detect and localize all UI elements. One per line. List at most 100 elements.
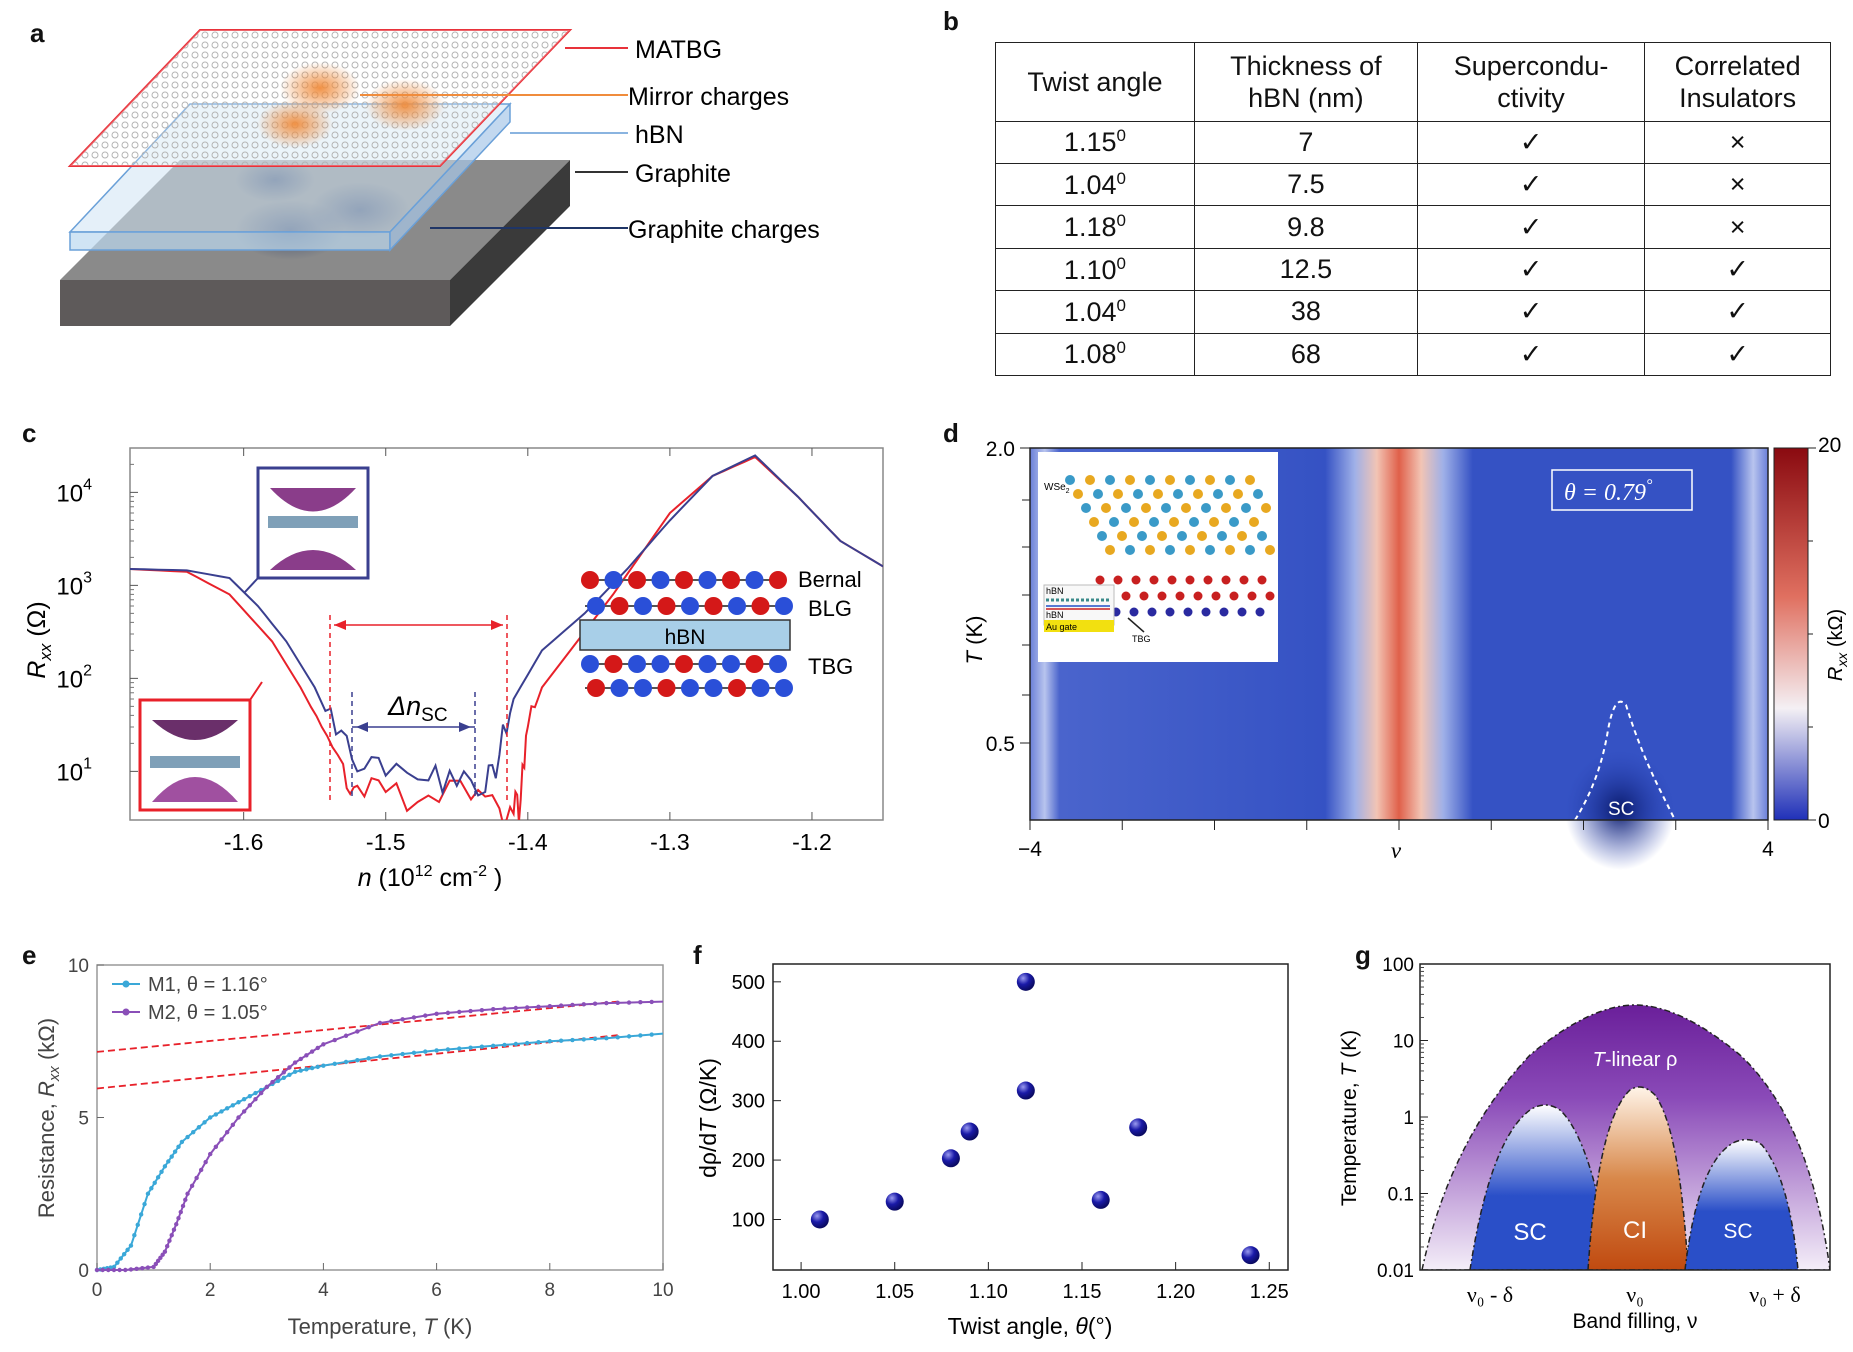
data-point: [214, 1112, 218, 1116]
data-point: [203, 1160, 207, 1164]
data-point: [180, 1140, 184, 1144]
table-row: 1.040 38 ✓ ✓: [996, 291, 1831, 333]
data-point: [176, 1216, 180, 1220]
atom: [581, 655, 599, 673]
data-point: [310, 1066, 314, 1070]
data-point: [548, 1039, 552, 1043]
atom: [581, 571, 599, 589]
data-point: [649, 1000, 653, 1004]
y-tick-label: 102: [56, 662, 92, 693]
data-point: [548, 1004, 552, 1008]
y-tick-0-5: 0.5: [986, 733, 1015, 756]
cell-twist-angle: 1.040: [996, 164, 1195, 206]
data-point: [570, 1003, 574, 1007]
data-point: [293, 1060, 297, 1064]
colorbar-tick-0: 0: [1818, 810, 1830, 833]
cell-thickness: 7.5: [1194, 164, 1417, 206]
data-point: [167, 1239, 171, 1243]
data-point: [649, 1032, 653, 1036]
atom: [699, 571, 717, 589]
legend-mirror-charges: Mirror charges: [628, 83, 789, 111]
y-tick-label: 100: [1382, 955, 1414, 976]
data-point: [355, 1029, 359, 1033]
data-point: [321, 1042, 325, 1046]
theta-label: θ = 0.79°: [1564, 477, 1653, 506]
x-tick-label: 8: [545, 1280, 556, 1301]
legend-matbg: MATBG: [635, 36, 722, 64]
data-point: [570, 1038, 574, 1042]
cell-correlated-insulator: ✓: [1645, 291, 1831, 333]
x-tick-label: 10: [652, 1280, 673, 1301]
legend-graphite: Graphite: [635, 160, 731, 188]
data-point: [316, 1046, 320, 1050]
panel-c-chart: -1.6 -1.5 -1.4 -1.3 -1.2101102103104 ΔnSC hB…: [0, 430, 900, 900]
data-point: [299, 1068, 303, 1072]
inset-band-overlapping: [140, 682, 262, 810]
data-point: [344, 1034, 348, 1038]
data-point: [139, 1212, 143, 1216]
y-tick-label: 103: [56, 569, 92, 600]
data-point: [276, 1075, 280, 1079]
stack-label-blg: BLG: [808, 596, 852, 621]
data-point: [106, 1268, 110, 1272]
data-point: [400, 1052, 404, 1056]
data-point: [423, 1049, 427, 1053]
x-tick-neg4: −4: [1018, 838, 1042, 861]
panel-d-map: SC WSe2 hBN hBN Au gate TBG θ = 0.79° 2.…: [960, 430, 1853, 900]
data-point: [344, 1060, 348, 1064]
data-point: [166, 1159, 170, 1163]
cell-twist-angle: 1.040: [996, 291, 1195, 333]
x-tick-label: -1.3: [650, 829, 690, 855]
data-point: [638, 1000, 642, 1004]
x-tick-label: 6: [431, 1280, 442, 1301]
header-superconductivity: Supercondu-ctivity: [1417, 43, 1644, 122]
y-axis-label: T (K): [962, 616, 987, 665]
data-point: [100, 1268, 104, 1272]
atom: [628, 655, 646, 673]
atom: [611, 679, 629, 697]
legend-m2: M2, θ = 1.05°: [148, 1002, 268, 1024]
x-tick-label: 1.00: [782, 1281, 821, 1303]
data-point: [156, 1175, 160, 1179]
label-ci: CI: [1623, 1217, 1647, 1244]
data-point: [378, 1054, 382, 1058]
data-point: [514, 1006, 518, 1010]
data-point: [299, 1057, 303, 1061]
data-point: [225, 1106, 229, 1110]
y-tick-label: 500: [732, 972, 765, 994]
cell-superconductivity: ✓: [1417, 206, 1644, 248]
atom: [705, 597, 723, 615]
data-point: [170, 1154, 174, 1158]
x-axis-label: ν: [1391, 838, 1402, 863]
data-point: [159, 1170, 163, 1174]
data-point: [316, 1065, 320, 1069]
x-tick-label: 1.20: [1156, 1281, 1195, 1303]
scatter-point: [1017, 1082, 1035, 1100]
atom: [699, 655, 717, 673]
cell-twist-angle: 1.100: [996, 248, 1195, 290]
data-point: [293, 1070, 297, 1074]
atom: [769, 655, 787, 673]
data-point: [242, 1109, 246, 1113]
atom: [675, 571, 693, 589]
x-tick-label: 1.05: [875, 1281, 914, 1303]
data-point: [208, 1115, 212, 1119]
atom: [769, 571, 787, 589]
data-point: [627, 1000, 631, 1004]
data-point: [142, 1202, 146, 1206]
header-thickness: Thickness of hBN (nm): [1194, 43, 1417, 122]
data-point: [412, 1015, 416, 1019]
data-point: [265, 1085, 269, 1089]
y-axis-label: Temperature, T (K): [1338, 1030, 1361, 1206]
data-point: [536, 1005, 540, 1009]
data-point: [502, 1043, 506, 1047]
svg-text:hBN: hBN: [1046, 610, 1064, 620]
label-sc-right: SC: [1723, 1220, 1752, 1243]
data-point: [163, 1164, 167, 1168]
y-tick-label: 0: [78, 1261, 89, 1282]
data-point: [480, 1008, 484, 1012]
atom: [658, 679, 676, 697]
y-tick-label: 0.01: [1377, 1261, 1414, 1282]
svg-text:TBG: TBG: [1132, 634, 1151, 644]
cell-twist-angle: 1.080: [996, 333, 1195, 375]
